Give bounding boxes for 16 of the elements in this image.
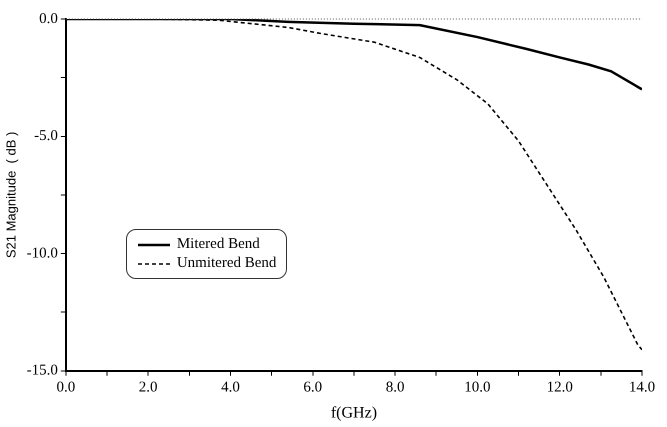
legend-label: Unmitered Bend (176, 255, 276, 272)
y-axis-title: S21 Magnitude ( dB ) (3, 132, 18, 258)
x-tick-label: 4.0 (221, 380, 240, 396)
y-tick-label: -10.0 (26, 245, 58, 262)
x-axis-title: f(GHz) (330, 404, 378, 422)
x-tick-label: 2.0 (138, 380, 158, 396)
x-tick-label: 8.0 (386, 380, 404, 396)
x-tick-label: 14.0 (628, 380, 656, 396)
x-tick-label: 0.0 (56, 380, 76, 396)
y-tick-label: -5.0 (34, 128, 58, 144)
x-tick-label: 10.0 (464, 380, 491, 396)
y-tick-label: -15.0 (26, 362, 58, 379)
y-tick-label: 0.0 (39, 10, 58, 27)
legend-label: Mitered Bend (176, 236, 260, 253)
x-tick-label: 6.0 (303, 380, 322, 396)
x-tick-label: 12.0 (546, 380, 573, 396)
